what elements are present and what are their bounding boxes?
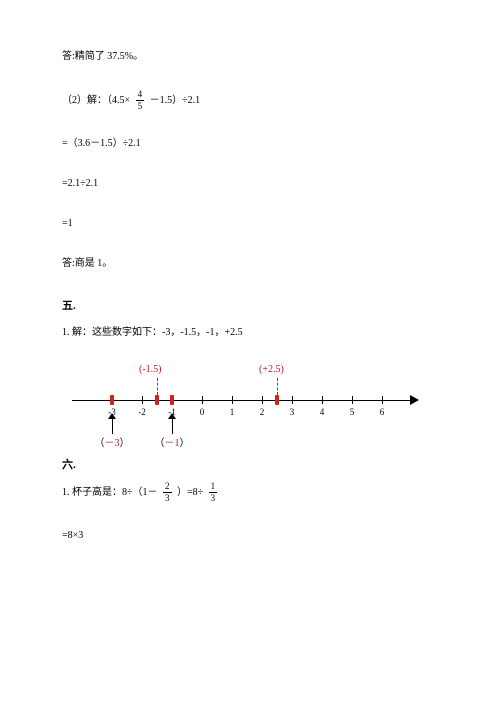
frac-4-5: 4 5	[136, 90, 145, 111]
pointer-label: （－3）	[92, 434, 132, 449]
tick-mark	[292, 396, 293, 404]
tick-label: 6	[372, 407, 392, 417]
section-6-heading: 六.	[62, 456, 438, 472]
frac-1-3-den: 3	[209, 492, 218, 503]
number-line-diagram: -3-2-10123456(-1.5)(+2.5)（－3）（－1）	[62, 356, 422, 446]
p2-step2: =2.1÷2.1	[62, 177, 438, 191]
number-line-axis	[72, 400, 412, 401]
frac-2-3: 2 3	[163, 482, 172, 503]
frac-1-3-num: 1	[209, 482, 218, 492]
frac-2-3-num: 2	[163, 482, 172, 492]
tick-mark	[202, 396, 203, 404]
p2-prefix: （2）解：（4.5×	[62, 95, 133, 106]
s6-mid: ）=8÷	[177, 487, 206, 498]
pointer-label: （－1）	[152, 434, 192, 449]
frac-4-5-den: 5	[136, 100, 145, 111]
annotation-label: (+2.5)	[259, 364, 284, 375]
section-5-heading: 五.	[62, 297, 438, 313]
tick-label: 0	[192, 407, 212, 417]
frac-1-3: 1 3	[209, 482, 218, 503]
tick-label: 5	[342, 407, 362, 417]
tick-mark	[382, 396, 383, 404]
red-mark	[275, 395, 279, 405]
p2-answer: 答:商是 1。	[62, 257, 438, 271]
annotation-leader	[157, 378, 158, 395]
pointer-arrow-icon	[172, 418, 174, 434]
s6-step1: =8×3	[62, 529, 438, 543]
tick-mark	[352, 396, 353, 404]
answer-reduced-percent: 答:精简了 37.5%。	[62, 50, 438, 64]
red-mark	[110, 395, 114, 405]
tick-mark	[322, 396, 323, 404]
tick-mark	[232, 396, 233, 404]
tick-label: 1	[222, 407, 242, 417]
p2-suffix: －1.5）÷2.1	[150, 95, 201, 106]
tick-label: 3	[282, 407, 302, 417]
number-line-arrowhead-icon	[410, 395, 419, 405]
red-mark	[155, 395, 159, 405]
frac-4-5-num: 4	[136, 90, 145, 100]
annotation-label: (-1.5)	[139, 364, 162, 375]
section-5-intro: 1. 解：这些数字如下：-3，-1.5，-1，+2.5	[62, 323, 438, 338]
p2-step1: =（3.6－1.5）÷2.1	[62, 137, 438, 151]
tick-label: 2	[252, 407, 272, 417]
s6-prefix: 1. 杯子高是：8÷（1－	[62, 487, 160, 498]
tick-mark	[262, 396, 263, 404]
red-mark	[170, 395, 174, 405]
annotation-leader	[277, 378, 278, 395]
section-6-line1: 1. 杯子高是：8÷（1－ 2 3 ）=8÷ 1 3	[62, 482, 438, 503]
tick-label: -2	[132, 407, 152, 417]
pointer-arrow-icon	[112, 418, 114, 434]
tick-label: 4	[312, 407, 332, 417]
p2-step3: =1	[62, 217, 438, 231]
frac-2-3-den: 3	[163, 492, 172, 503]
tick-mark	[142, 396, 143, 404]
problem-2-expression: （2）解：（4.5× 4 5 －1.5）÷2.1	[62, 90, 438, 111]
